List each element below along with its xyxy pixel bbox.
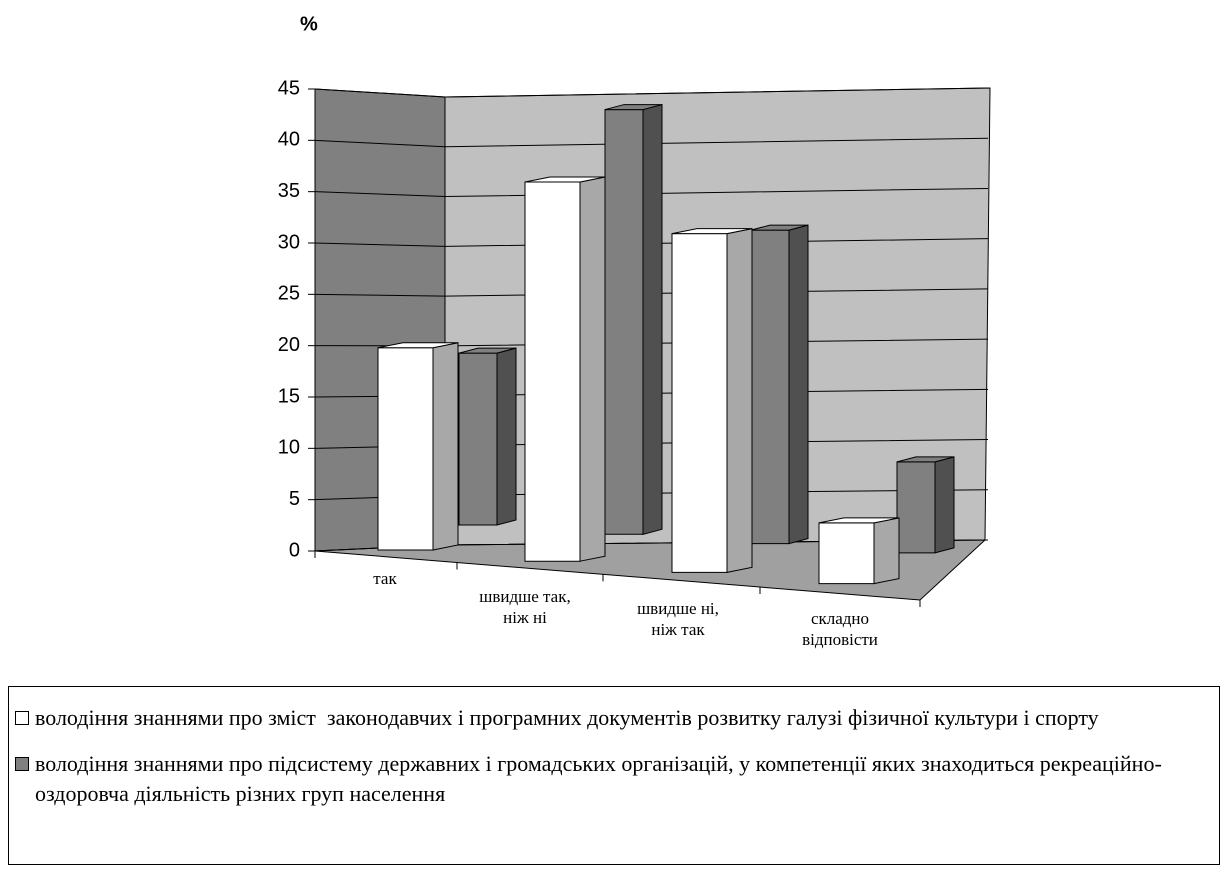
legend-entry: володіння знаннями про підсистему держав… [13, 749, 1215, 809]
bar-side [934, 456, 955, 554]
bar-top [671, 228, 753, 235]
bar-top [896, 456, 955, 463]
chart: % 0 5 10 15 20 25 30 35 40 45 [278, 13, 991, 607]
y-tick-label: 35 [278, 180, 300, 202]
grid-line [314, 187, 989, 198]
bar [458, 352, 498, 526]
bar-top [604, 104, 663, 111]
bar-side [726, 228, 753, 574]
bar-side [642, 103, 663, 535]
y-tick-label: 5 [289, 488, 300, 510]
y-tick-label: 0 [289, 539, 300, 561]
x-tick-label: швидше так, ніж ні [479, 587, 571, 627]
y-tick-label: 15 [278, 385, 300, 407]
legend-label: володіння знаннями про підсистему держав… [35, 751, 1162, 806]
bar-top [750, 224, 809, 231]
bar [604, 109, 644, 535]
bar [671, 233, 728, 573]
bar-side [873, 517, 900, 585]
y-axis-label: % [300, 13, 318, 35]
bar [524, 181, 581, 562]
grid-line [314, 87, 989, 98]
legend-swatch [15, 711, 29, 725]
y-tick-label: 30 [278, 231, 300, 253]
bar-side [432, 342, 459, 551]
x-tick-label: швидше ні, ніж так [637, 599, 719, 639]
legend: володіння знаннями про зміст законодавчи… [8, 686, 1220, 865]
grid-line [314, 137, 989, 148]
bar [377, 347, 434, 551]
y-tick-label: 25 [278, 283, 300, 305]
bar-side [579, 176, 606, 562]
x-tick-label: складно відповісти [802, 609, 878, 649]
legend-label: володіння знаннями про зміст законодавчи… [35, 705, 1099, 730]
bar-side [788, 224, 809, 545]
legend-swatch [15, 757, 29, 771]
bar-top [377, 342, 459, 349]
bar-side [496, 347, 517, 526]
x-tick-label: так [373, 569, 397, 588]
y-tick-label: 45 [278, 77, 300, 99]
bar [896, 461, 936, 554]
bar-top [818, 517, 900, 524]
legend-entry: володіння знаннями про зміст законодавчи… [13, 703, 1215, 733]
y-tick-label: 40 [278, 129, 300, 151]
y-tick-label: 20 [278, 334, 300, 356]
bar-top [524, 176, 606, 183]
bar [818, 522, 875, 585]
y-tick-label: 10 [278, 437, 300, 459]
bar-top [458, 347, 517, 354]
bar [750, 229, 790, 545]
